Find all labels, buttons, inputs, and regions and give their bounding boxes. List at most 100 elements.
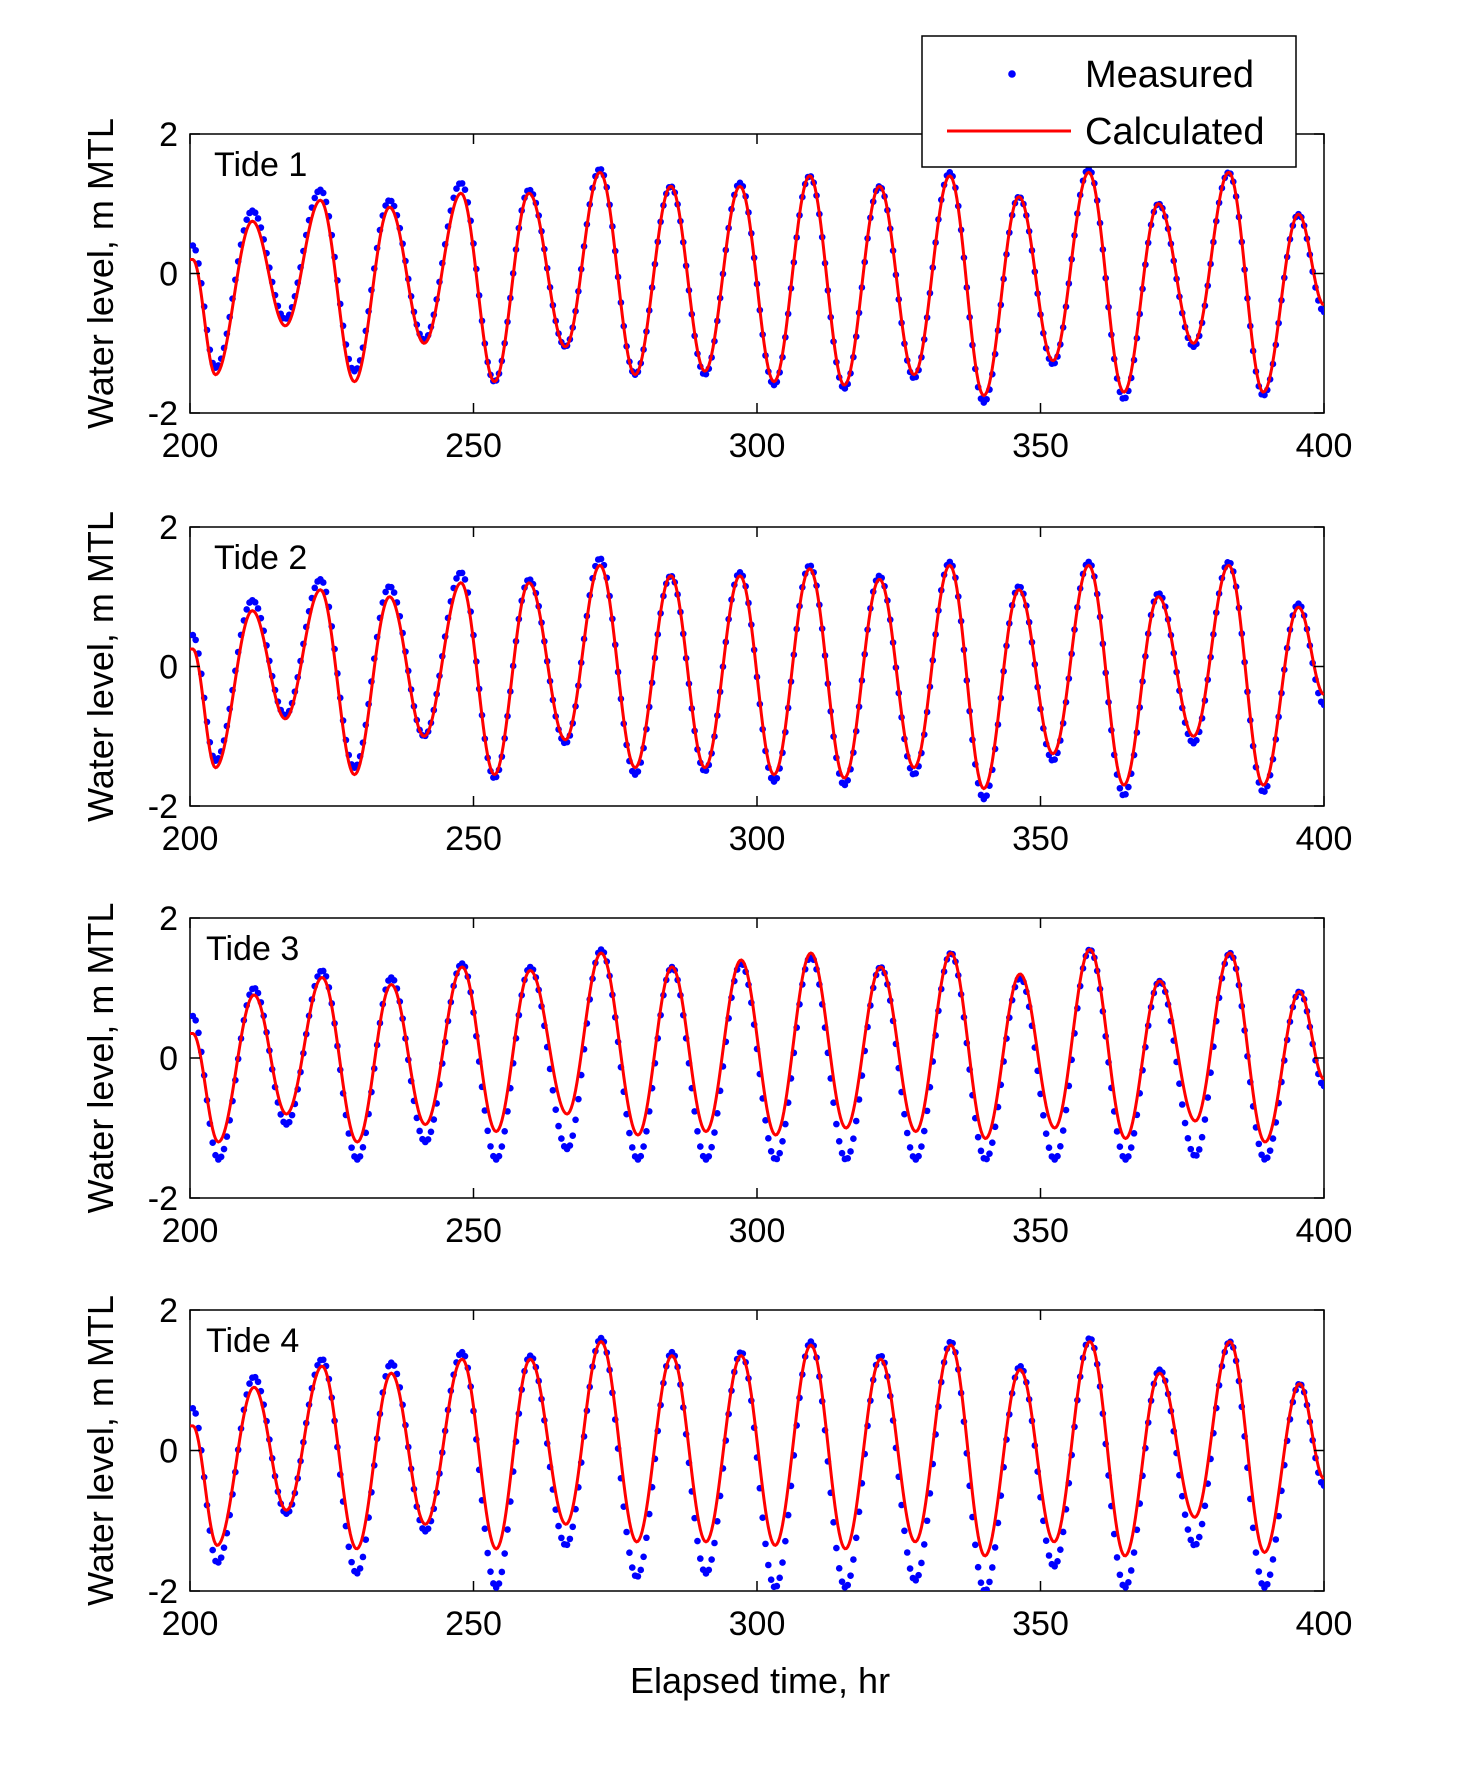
measured-point <box>319 189 327 197</box>
measured-point <box>288 1111 296 1119</box>
measured-point <box>1042 1537 1050 1544</box>
legend-measured-label: Measured <box>1085 54 1254 96</box>
measured-point <box>345 1543 353 1551</box>
measured-point <box>912 770 920 777</box>
measured-point <box>1130 1549 1138 1556</box>
y-tick-label: 2 <box>159 900 178 938</box>
measured-point <box>217 1554 225 1561</box>
measured-point <box>1181 1511 1189 1519</box>
measured-point <box>390 977 398 984</box>
measured-point <box>1261 788 1268 795</box>
measured-point <box>569 1132 577 1139</box>
measured-point <box>974 1133 982 1141</box>
measured-point <box>923 1107 931 1115</box>
x-tick-label: 250 <box>445 427 502 465</box>
measured-point <box>643 1534 650 1542</box>
measured-point <box>319 967 327 975</box>
measured-point <box>850 1556 857 1563</box>
measured-point <box>844 1155 852 1162</box>
measured-point <box>1116 1571 1124 1579</box>
x-tick-label: 350 <box>1012 820 1069 858</box>
measured-point <box>989 1564 996 1571</box>
measured-point <box>555 1522 562 1530</box>
measured-point <box>1110 1530 1118 1538</box>
measured-point <box>220 1544 228 1551</box>
measured-point <box>1059 1528 1067 1536</box>
measured-point <box>847 1148 854 1155</box>
measured-point <box>424 1136 432 1143</box>
measured-point <box>852 1117 860 1125</box>
measured-point <box>311 194 319 202</box>
measured-point <box>1255 1568 1263 1575</box>
measured-point <box>983 1155 990 1163</box>
measured-point <box>626 1129 633 1137</box>
panel-title: Tide 4 <box>206 1322 299 1360</box>
measured-point <box>694 1128 701 1135</box>
measured-point <box>714 1518 721 1525</box>
measured-point <box>1042 1130 1050 1137</box>
measured-point <box>855 1096 863 1103</box>
measured-point <box>359 1553 367 1561</box>
measured-point <box>254 215 262 222</box>
measured-point <box>277 1111 285 1118</box>
measured-point <box>1181 1119 1189 1127</box>
measured-point <box>348 1558 355 1566</box>
measured-point <box>901 1110 908 1118</box>
measured-point <box>1264 1580 1271 1588</box>
measured-point <box>1045 1552 1053 1559</box>
measured-point <box>382 588 389 596</box>
measured-point <box>192 1410 199 1417</box>
measured-point <box>850 1135 857 1143</box>
x-tick-label: 350 <box>1012 427 1069 465</box>
measured-point <box>416 1127 423 1135</box>
measured-point <box>912 1577 920 1584</box>
y-tick-label: -2 <box>148 395 178 433</box>
measured-point <box>705 1153 713 1160</box>
x-tick-label: 300 <box>729 427 786 465</box>
measured-point <box>1122 1584 1129 1591</box>
measured-point <box>977 1579 985 1587</box>
measured-point <box>481 1525 489 1532</box>
measured-point <box>424 1525 432 1532</box>
measured-point <box>765 1561 772 1569</box>
measured-point <box>835 1564 843 1572</box>
measured-point <box>461 186 469 193</box>
x-tick-label: 350 <box>1012 1605 1069 1643</box>
y-tick-label: 0 <box>159 256 178 294</box>
measured-point <box>549 1086 557 1094</box>
measured-point <box>776 1574 783 1582</box>
measured-point <box>628 1144 636 1151</box>
measured-point <box>215 1559 222 1566</box>
measured-point <box>504 1108 511 1115</box>
measured-point <box>906 1565 914 1572</box>
calculated-series-line <box>190 563 1324 791</box>
measured-point <box>1017 1363 1024 1370</box>
measured-point <box>504 1526 511 1533</box>
y-tick-label: -2 <box>148 1573 178 1611</box>
measured-point <box>243 606 250 613</box>
measured-point <box>575 1095 582 1103</box>
measured-point <box>711 1129 718 1136</box>
measured-point <box>1255 1140 1263 1148</box>
measured-point <box>1193 737 1200 744</box>
measured-point <box>1201 1502 1209 1510</box>
legend: Measured Calculated <box>921 35 1297 168</box>
panel-tide-2: 200 250 300 350 400 2 0 -2 Tide 2 Water level, m … <box>80 509 1352 858</box>
measured-point <box>844 1581 852 1589</box>
measured-point <box>1252 1549 1260 1556</box>
measured-point <box>1193 1540 1200 1548</box>
measured-point <box>348 1144 355 1151</box>
measured-point <box>1269 1135 1277 1142</box>
x-tick-label: 400 <box>1296 1212 1353 1250</box>
measured-point <box>495 1152 503 1160</box>
measured-point <box>759 1514 766 1521</box>
x-tick-label: 350 <box>1012 1212 1069 1250</box>
measured-point <box>217 1153 225 1161</box>
x-tick-label: 400 <box>1296 427 1353 465</box>
measured-point <box>251 209 259 216</box>
measured-point <box>1054 1558 1061 1565</box>
measured-point <box>1113 1128 1121 1135</box>
measured-point <box>974 1563 982 1571</box>
measured-point <box>1187 1536 1195 1544</box>
x-tick-label: 250 <box>445 820 502 858</box>
